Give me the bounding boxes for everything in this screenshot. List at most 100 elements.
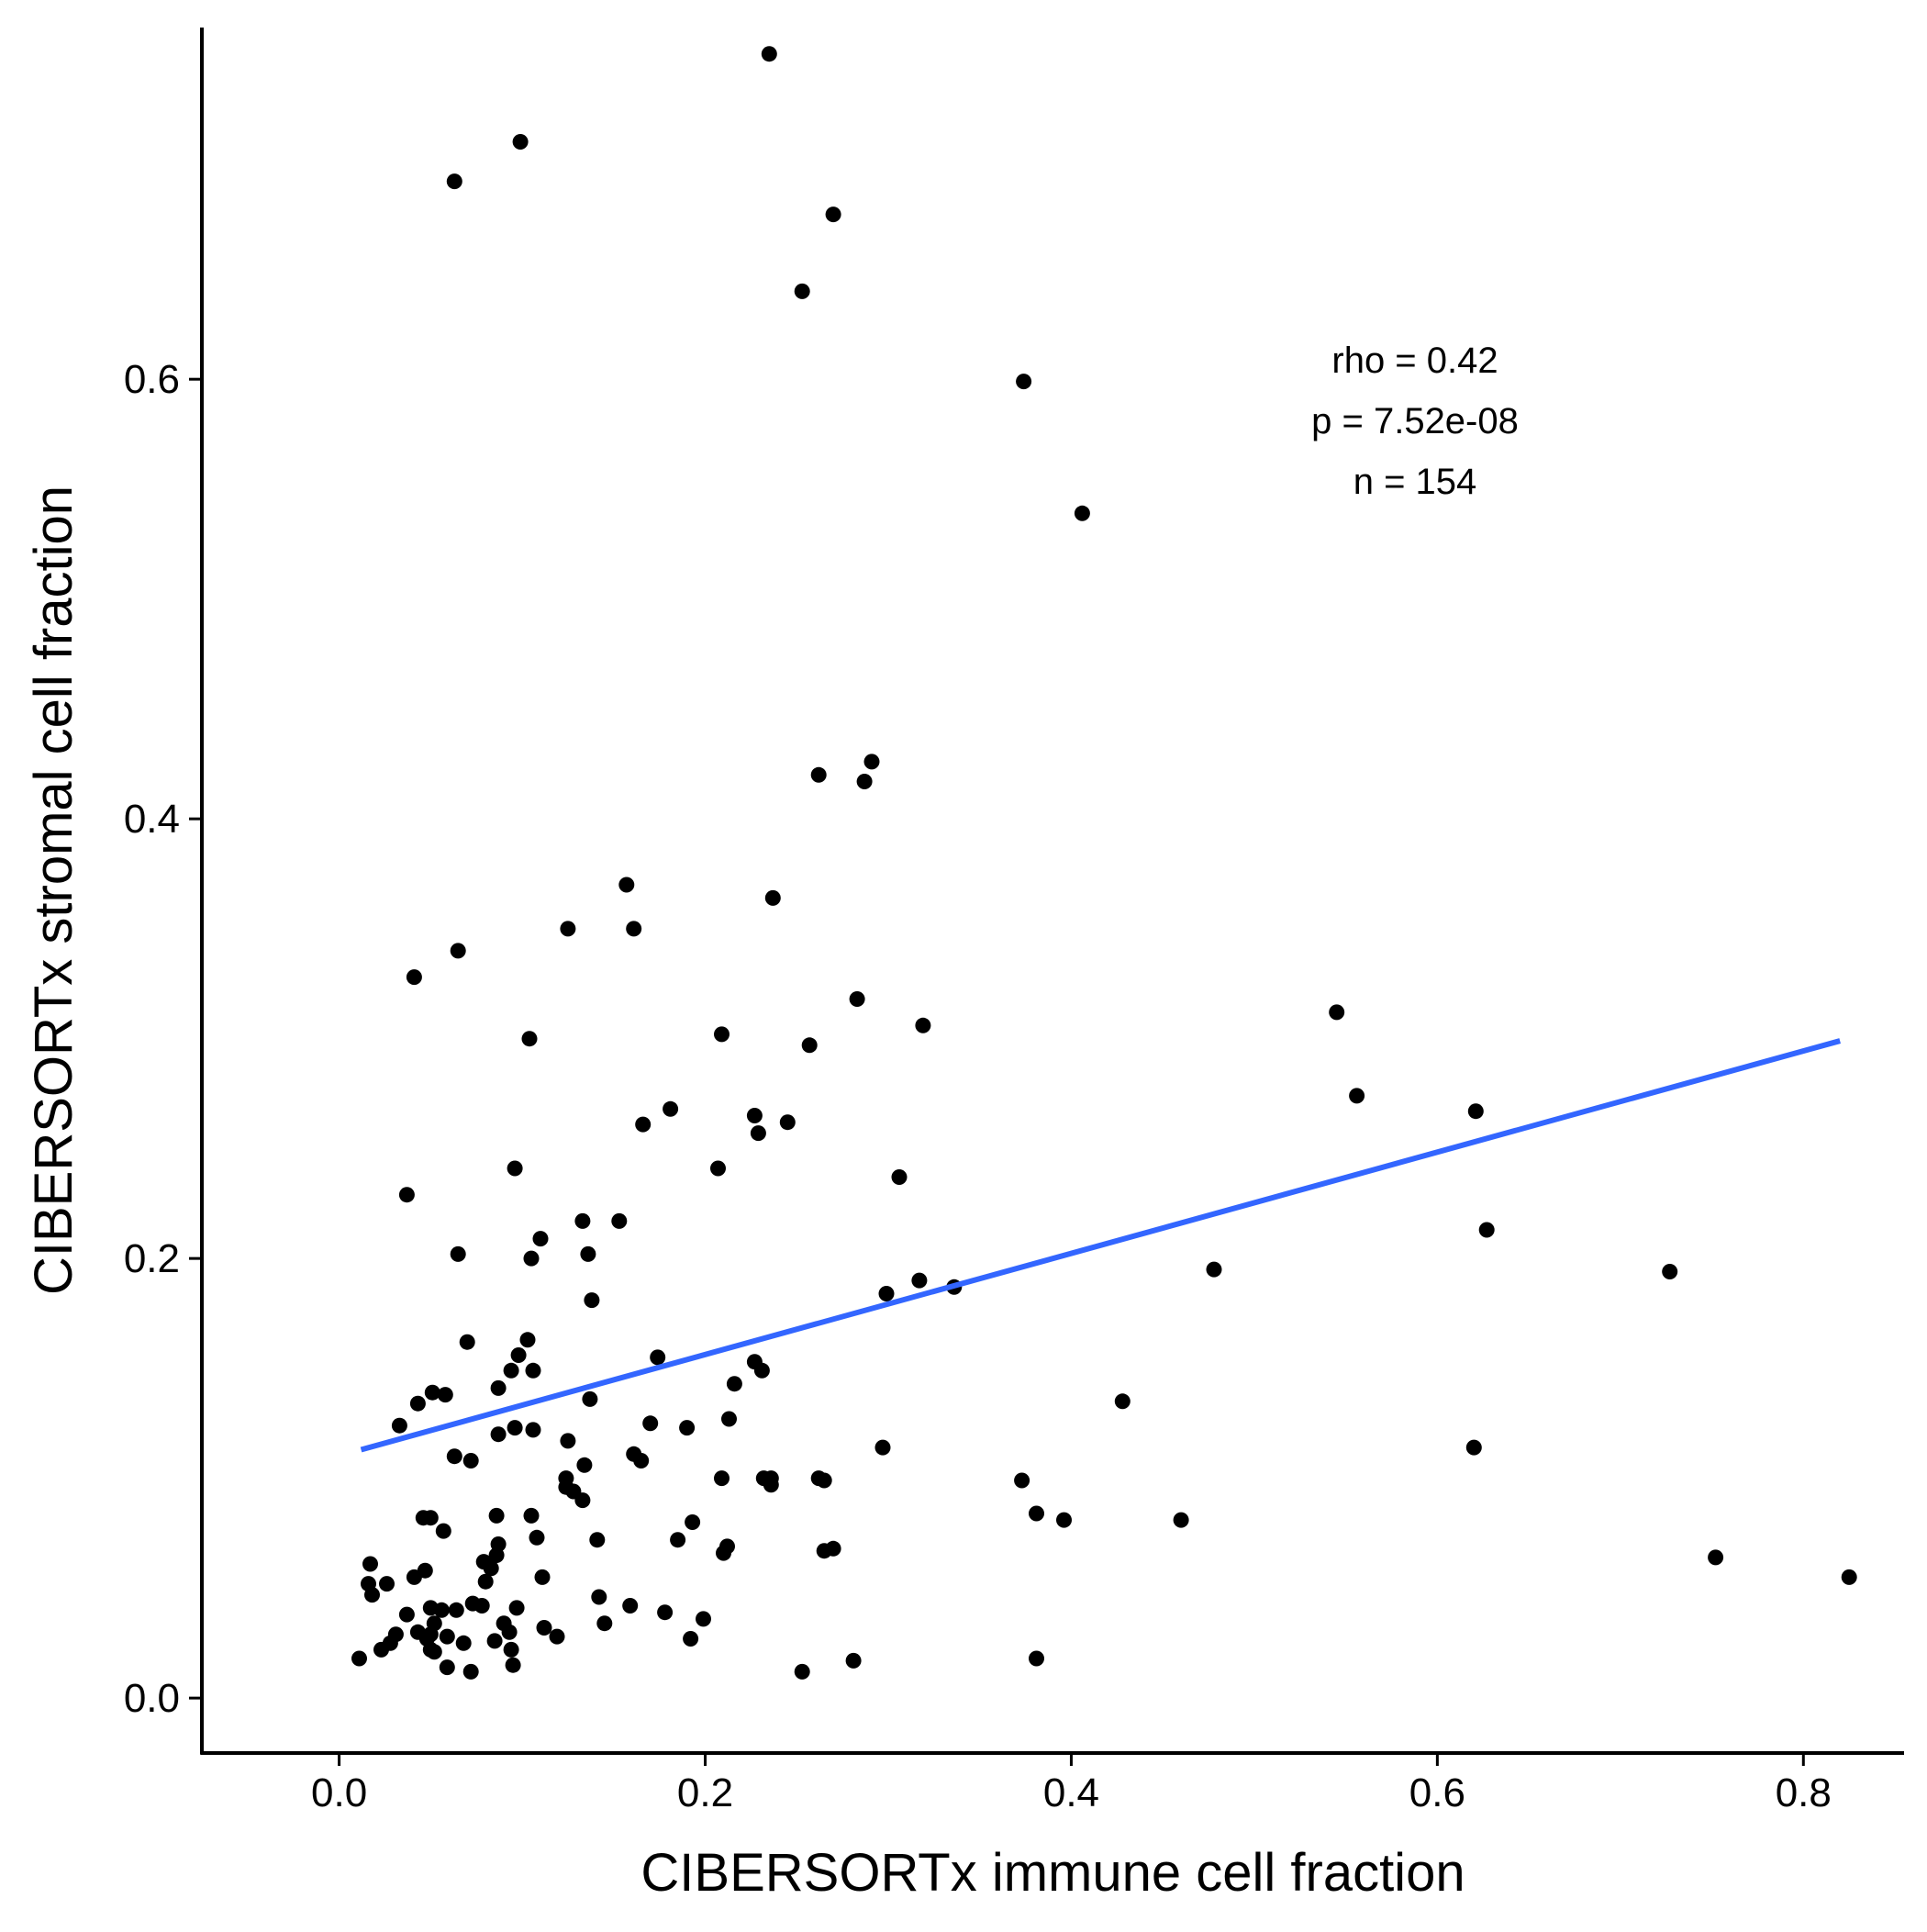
data-point: [633, 1453, 650, 1469]
data-point: [424, 1384, 440, 1401]
data-point: [714, 1470, 730, 1487]
data-point: [529, 1529, 545, 1546]
data-point: [398, 1606, 415, 1623]
data-point: [1016, 374, 1032, 390]
x-tick-label: 0.0: [311, 1770, 367, 1815]
data-point: [596, 1615, 613, 1632]
data-point: [521, 1031, 538, 1047]
data-point: [794, 283, 810, 299]
data-point: [1173, 1512, 1189, 1528]
data-point: [753, 1362, 770, 1379]
x-tick-label: 0.6: [1409, 1770, 1465, 1815]
y-tick-label: 0.0: [124, 1676, 180, 1721]
data-point: [507, 1420, 523, 1436]
data-point: [477, 1573, 494, 1590]
data-point: [549, 1628, 565, 1645]
data-point: [580, 1245, 596, 1262]
data-point: [1841, 1569, 1857, 1585]
data-point: [816, 1472, 832, 1489]
y-tick-label: 0.4: [124, 797, 180, 842]
data-point: [488, 1547, 505, 1563]
data-point: [1114, 1393, 1131, 1410]
data-point: [750, 1125, 766, 1142]
data-point: [726, 1376, 742, 1392]
data-point: [433, 1602, 450, 1618]
data-point: [501, 1624, 518, 1640]
data-point: [1056, 1512, 1072, 1528]
data-point: [801, 1037, 818, 1054]
data-point: [450, 1245, 466, 1262]
data-point: [849, 991, 865, 1007]
data-point: [446, 1448, 462, 1465]
data-point: [512, 134, 529, 150]
data-point: [560, 921, 576, 937]
data-point: [505, 1657, 521, 1673]
data-point: [642, 1415, 659, 1432]
data-point: [696, 1611, 711, 1627]
data-point: [683, 1631, 699, 1647]
data-point: [622, 1598, 639, 1614]
data-point: [574, 1212, 591, 1229]
data-point: [710, 1160, 726, 1177]
x-tick-label: 0.4: [1043, 1770, 1099, 1815]
data-point: [891, 1169, 908, 1185]
data-point: [351, 1650, 367, 1667]
data-point: [519, 1332, 536, 1348]
data-point: [462, 1663, 479, 1680]
data-point: [462, 1453, 479, 1469]
data-point: [874, 1439, 891, 1456]
fit-layer: [360, 1038, 1841, 1453]
data-point: [490, 1379, 507, 1396]
data-point: [446, 173, 462, 190]
data-point: [746, 1108, 763, 1123]
data-point: [473, 1598, 490, 1614]
data-point: [364, 1587, 380, 1603]
points-layer: [351, 46, 1857, 1680]
data-point: [714, 1026, 730, 1043]
data-point: [490, 1426, 507, 1443]
data-point: [825, 207, 841, 223]
data-point: [911, 1272, 928, 1289]
data-point: [845, 1652, 862, 1669]
data-point: [362, 1556, 378, 1572]
data-point: [560, 1433, 576, 1449]
data-point: [437, 1387, 453, 1403]
data-point: [582, 1390, 598, 1407]
data-point: [663, 1100, 679, 1117]
annotation-layer: rho = 0.42 p = 7.52e-08 n = 154: [1311, 341, 1519, 502]
data-point: [779, 1114, 796, 1131]
data-point: [391, 1417, 407, 1434]
data-point: [1014, 1472, 1030, 1489]
data-point: [591, 1589, 607, 1605]
data-point: [1329, 1004, 1345, 1021]
x-tick-label: 0.2: [677, 1770, 733, 1815]
data-point: [523, 1507, 540, 1524]
data-point: [856, 774, 873, 789]
data-point: [406, 969, 422, 986]
data-point: [508, 1600, 525, 1616]
x-tick-label: 0.8: [1776, 1770, 1832, 1815]
stat-annotation: p = 7.52e-08: [1311, 401, 1519, 441]
data-point: [915, 1017, 931, 1033]
data-point: [1708, 1549, 1724, 1566]
data-point: [398, 1187, 415, 1203]
data-point: [1465, 1439, 1482, 1456]
data-point: [618, 877, 635, 893]
data-point: [657, 1604, 674, 1621]
data-point: [422, 1510, 439, 1526]
stat-annotation: rho = 0.42: [1331, 341, 1498, 381]
data-point: [764, 889, 781, 906]
data-point: [878, 1286, 895, 1301]
data-point: [1349, 1088, 1365, 1104]
x-axis-title: CIBERSORTx immune cell fraction: [640, 1843, 1465, 1903]
y-tick-label: 0.6: [124, 357, 180, 402]
data-point: [525, 1422, 541, 1438]
data-point: [1029, 1650, 1044, 1667]
data-point: [761, 46, 777, 62]
data-point: [589, 1532, 606, 1548]
data-point: [379, 1576, 395, 1592]
data-point: [455, 1635, 472, 1651]
data-point: [507, 1160, 523, 1177]
